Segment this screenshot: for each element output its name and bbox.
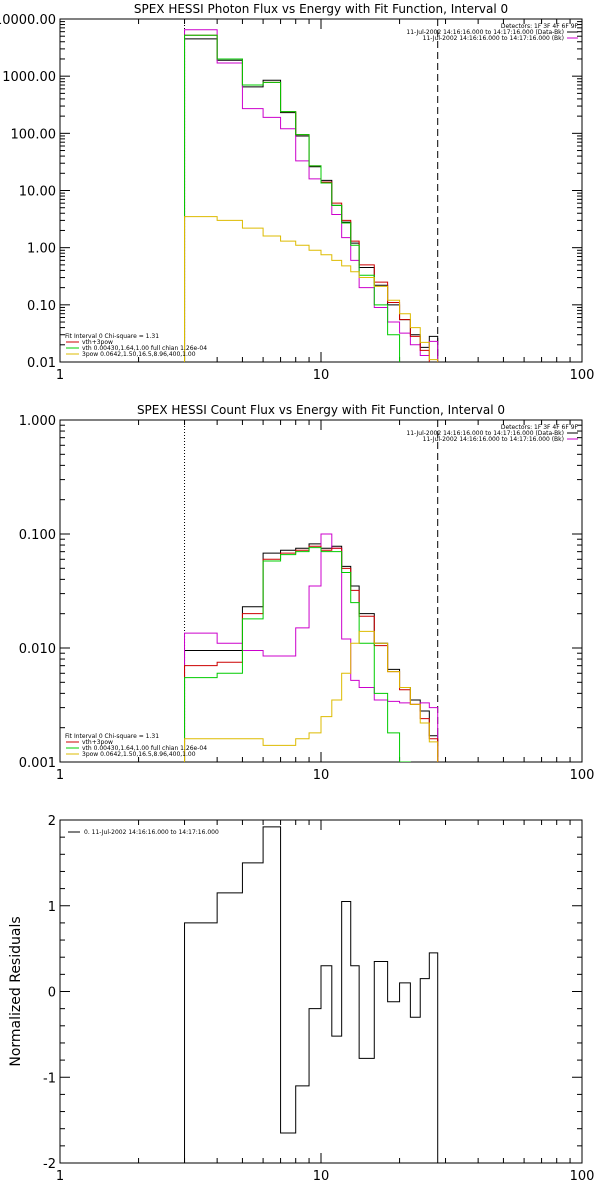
series-line-1: [184, 533, 439, 762]
y-tick-label: 0.001: [19, 756, 56, 771]
legend-bottom-left-entry: 3pow 0.0642,1.50,16.5,8.96,400,1.00: [82, 751, 196, 758]
y-tick-label: 10.00: [19, 185, 56, 200]
x-tick-label: 100: [570, 768, 595, 783]
y-tick-label: 1000.00: [2, 70, 56, 85]
legend-bottom-left-entry: 3pow 0.0642,1.50,16.5,8.96,400,1.00: [82, 351, 196, 358]
plot-frame: [59, 18, 583, 363]
legend-bottom-left-entry: vth+3pow: [82, 339, 113, 346]
residuals-panel: 1 10 100 -2 -1 0 1 2 Normalized Residuals 0. 11-J…: [8, 814, 594, 1184]
legend-top-right-entry: 11-Jul-2002 14:16:16.000 to 14:17:16.000…: [406, 29, 564, 36]
x-tick-label: 1: [56, 768, 64, 783]
y-tick-label: 1.000: [19, 414, 56, 429]
legend-top-right-entry: 11-Jul-2002 14:16:16.000 to 14:17:16.000…: [406, 430, 564, 437]
count-flux-panel: SPEX HESSI Count Flux vs Energy with Fit…: [19, 403, 595, 783]
y-tick-label: 0.010: [19, 642, 56, 657]
y-tick-label: -1: [43, 1071, 56, 1086]
legend-top-right-entry: Detectors: 1F 3F 4F 6F 9F: [501, 424, 579, 431]
legend-bottom-left-entry: vth 0.00430,1.64,1.00 full chian 1.26e-0…: [82, 345, 207, 352]
x-tick-label: 10: [313, 768, 330, 783]
series-line-0: [184, 543, 439, 762]
x-tick-label: 10: [313, 1169, 330, 1184]
x-tick-label: 1: [56, 1169, 64, 1184]
legend-bottom-left-entry: Fit Interval 0 Chi-square = 1.31: [65, 333, 159, 340]
plot-title: SPEX HESSI Count Flux vs Energy with Fit…: [137, 403, 505, 417]
legend-top-right-entry: 11-Jul-2002 14:16:16.000 to 14:17:16.000…: [423, 436, 564, 443]
plot-title: SPEX HESSI Photon Flux vs Energy with Fi…: [134, 2, 508, 16]
series-line-3: [184, 547, 439, 762]
y-tick-label: 1: [48, 900, 56, 915]
series-line-2: [184, 34, 439, 362]
legend-top-right-entry: Detectors: 1F 3F 4F 6F 9F: [501, 23, 579, 30]
y-tick-label: -2: [43, 1157, 56, 1172]
series-line-4: [184, 630, 439, 762]
legend-bottom-left-entry: vth+3pow: [82, 739, 113, 746]
y-tick-label: 0: [48, 986, 56, 1001]
series-line-1: [184, 29, 439, 362]
x-tick-label: 100: [570, 1169, 595, 1184]
legend-bottom-left-entry: vth 0.00430,1.64,1.00 full chian 1.26e-0…: [82, 745, 207, 752]
x-tick-label: 1: [56, 368, 64, 383]
y-tick-label: 2: [48, 814, 56, 829]
y-tick-label: 100.00: [11, 127, 57, 142]
legend-top-left-entry: 0. 11-Jul-2002 14:16:16.000 to 14:17:16.…: [84, 829, 219, 836]
plot-frame: [59, 419, 583, 763]
series-line-2: [184, 545, 439, 762]
y-tick-label: 1.00: [27, 242, 56, 257]
y-tick-label: 0.100: [19, 528, 56, 543]
series-line-3: [184, 34, 439, 362]
legend-bottom-left-entry: Fit Interval 0 Chi-square = 1.31: [65, 733, 159, 740]
y-tick-label: 0.01: [27, 356, 56, 371]
y-axis-label: Normalized Residuals: [8, 916, 24, 1066]
photon-flux-panel: SPEX HESSI Photon Flux vs Energy with Fi…: [0, 2, 595, 383]
y-tick-label: 0.10: [27, 299, 56, 314]
x-tick-label: 10: [313, 368, 330, 383]
series-line-0: [184, 826, 439, 1163]
legend-top-right-entry: 11-Jul-2002 14:16:16.000 to 14:17:16.000…: [423, 35, 564, 42]
y-tick-label: 10000.00: [0, 13, 56, 28]
x-tick-label: 100: [570, 368, 595, 383]
series-line-4: [184, 216, 439, 362]
